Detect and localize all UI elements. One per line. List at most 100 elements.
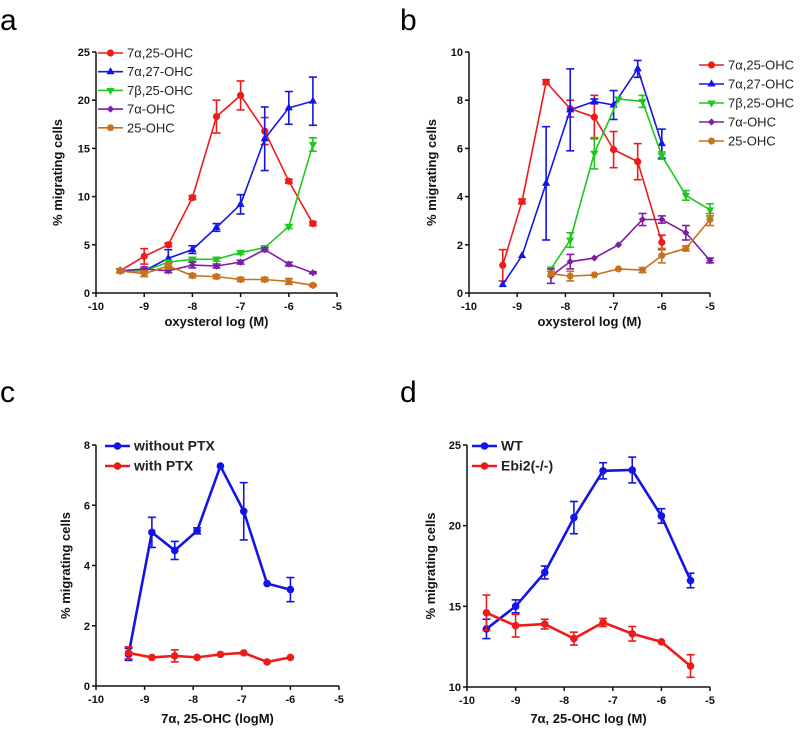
data-point-triangle-up bbox=[260, 134, 269, 142]
legend-label: 7α,25-OHC bbox=[127, 46, 193, 61]
legend-label: 7α,25-OHC bbox=[728, 58, 794, 73]
x-tick-label: -5 bbox=[332, 301, 342, 313]
data-point-diamond bbox=[706, 256, 714, 265]
data-point-circle bbox=[237, 91, 245, 99]
y-tick-label: 25 bbox=[78, 47, 90, 59]
series-25-ohc bbox=[546, 212, 714, 282]
data-point-circle bbox=[634, 158, 642, 166]
star-stroke bbox=[309, 282, 317, 289]
y-axis-label: % migrating cells bbox=[423, 513, 438, 620]
x-axis-label: oxysterol log (M) bbox=[537, 314, 641, 329]
star-stroke bbox=[682, 245, 690, 252]
data-point-star bbox=[261, 275, 269, 284]
series-line bbox=[120, 144, 314, 272]
x-tick-label: -6 bbox=[286, 694, 296, 706]
series-7-27-ohc bbox=[498, 59, 666, 288]
x-axis-label: 7α, 25-OHC log (M) bbox=[530, 711, 646, 726]
data-point-circle bbox=[193, 527, 201, 535]
data-point-triangle-up bbox=[106, 67, 115, 75]
x-tick-label: -5 bbox=[705, 301, 715, 313]
star-stroke bbox=[706, 216, 714, 223]
series-line bbox=[550, 218, 711, 277]
data-point-triangle-down bbox=[212, 256, 221, 264]
data-point-circle bbox=[216, 650, 225, 659]
panel-label: c bbox=[0, 376, 15, 409]
x-tick-label: -7 bbox=[608, 695, 618, 707]
data-point-triangle-up bbox=[657, 138, 666, 147]
x-tick-label: -8 bbox=[188, 694, 198, 706]
y-tick-label: 10 bbox=[451, 47, 463, 59]
data-point-diamond bbox=[658, 215, 666, 224]
series-line bbox=[501, 80, 663, 266]
data-point-triangle-up bbox=[707, 79, 716, 87]
x-tick-label: -10 bbox=[88, 301, 104, 313]
data-point-diamond bbox=[590, 254, 598, 262]
x-tick-label: -6 bbox=[284, 301, 294, 313]
data-point-circle bbox=[686, 662, 695, 670]
data-point-circle bbox=[610, 146, 618, 154]
series-line bbox=[485, 611, 692, 668]
data-point-circle bbox=[148, 528, 156, 537]
star-stroke bbox=[107, 124, 114, 132]
series-line bbox=[128, 651, 291, 664]
legend-entry: 25-OHC bbox=[699, 134, 776, 149]
data-point-triangle-down bbox=[188, 256, 197, 264]
data-point-circle bbox=[599, 618, 607, 627]
data-point-star bbox=[164, 262, 172, 270]
data-point-circle bbox=[499, 261, 507, 269]
legend-label: 25-OHC bbox=[728, 134, 776, 149]
series-7-25-ohc bbox=[546, 94, 715, 274]
series-ebi2- bbox=[482, 594, 695, 679]
data-point-circle bbox=[480, 442, 489, 450]
data-point-star bbox=[285, 277, 293, 286]
y-tick-label: 6 bbox=[84, 500, 90, 512]
data-point-triangle-down bbox=[308, 142, 317, 150]
y-tick-label: 20 bbox=[78, 95, 90, 107]
legend-entry: 7α,25-OHC bbox=[98, 46, 193, 61]
data-point-triangle-up bbox=[542, 178, 551, 186]
data-point-circle bbox=[212, 112, 221, 121]
series-line bbox=[550, 98, 711, 270]
legend-entry: 25-OHC bbox=[98, 120, 175, 135]
y-tick-label: 4 bbox=[457, 192, 464, 204]
x-tick-label: -9 bbox=[140, 694, 150, 706]
data-point-triangle-up bbox=[498, 279, 507, 288]
data-point-triangle-down bbox=[236, 249, 245, 258]
series-line bbox=[550, 218, 711, 277]
x-axis-label: 7α, 25-OHC (logM) bbox=[161, 711, 274, 726]
data-point-circle bbox=[482, 608, 491, 617]
data-point-circle bbox=[286, 653, 295, 662]
series-7-25-ohc bbox=[116, 80, 317, 275]
data-point-triangle-up bbox=[633, 64, 642, 72]
data-point-circle bbox=[511, 602, 520, 611]
data-point-star bbox=[547, 270, 555, 278]
star-stroke bbox=[165, 262, 172, 270]
data-point-star bbox=[106, 124, 115, 132]
data-point-star bbox=[116, 267, 124, 275]
data-point-diamond bbox=[261, 246, 269, 254]
data-point-circle bbox=[686, 576, 695, 585]
series-line bbox=[502, 67, 663, 286]
legend-entry: WT bbox=[472, 438, 523, 454]
data-point-triangle-up bbox=[284, 103, 293, 111]
star-stroke bbox=[140, 270, 148, 277]
data-point-circle bbox=[480, 462, 489, 470]
data-point-triangle-down bbox=[705, 207, 715, 215]
data-point-circle bbox=[628, 466, 637, 474]
star-stroke bbox=[615, 265, 622, 273]
legend-label: without PTX bbox=[133, 438, 216, 454]
y-tick-label: 2 bbox=[457, 240, 463, 252]
x-tick-label: -9 bbox=[511, 695, 521, 707]
data-point-circle bbox=[263, 579, 271, 588]
data-point-triangle-up bbox=[590, 96, 599, 104]
x-tick-label: -9 bbox=[139, 301, 149, 313]
x-tick-label: -7 bbox=[609, 301, 619, 313]
data-point-star bbox=[614, 265, 623, 273]
data-point-circle bbox=[263, 658, 271, 666]
x-tick-label: -5 bbox=[705, 695, 715, 707]
data-point-circle bbox=[518, 197, 526, 206]
data-point-circle bbox=[164, 241, 172, 249]
x-tick-label: -7 bbox=[236, 301, 246, 313]
data-point-star bbox=[638, 266, 647, 274]
data-point-circle bbox=[540, 620, 549, 628]
